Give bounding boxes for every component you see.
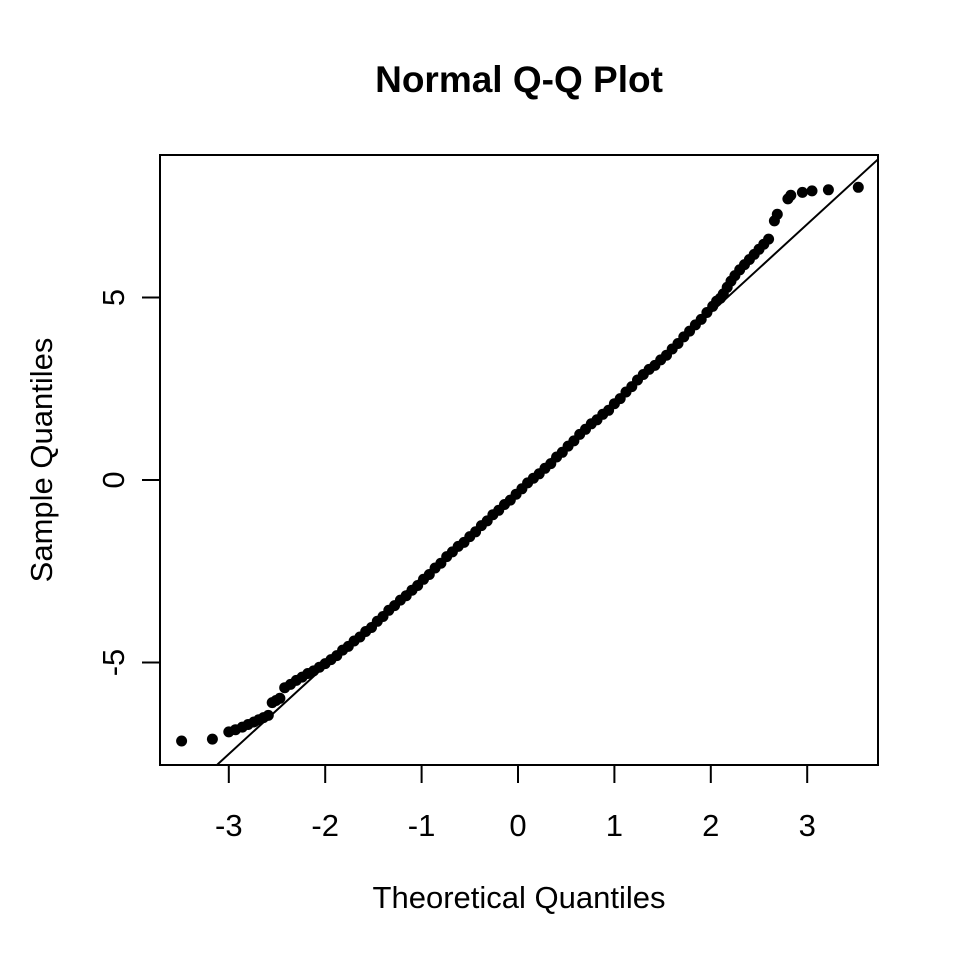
qq-point <box>796 186 808 198</box>
qq-point <box>852 181 864 193</box>
y-axis-tick-label: 5 <box>96 289 131 306</box>
y-axis-tick-label: 0 <box>96 471 131 488</box>
qq-point <box>206 733 218 745</box>
x-axis-tick-label: -2 <box>311 808 339 843</box>
qq-point <box>785 189 797 201</box>
qq-point <box>274 692 286 704</box>
x-axis-tick-label: 0 <box>509 808 526 843</box>
y-axis-tick-label: -5 <box>96 649 131 677</box>
chart-title: Normal Q-Q Plot <box>375 59 663 100</box>
x-axis-tick-label: 2 <box>702 808 719 843</box>
y-axis-title: Sample Quantiles <box>24 338 59 583</box>
qq-point <box>262 709 274 721</box>
qq-reference-line <box>216 158 879 766</box>
x-axis-tick-label: 1 <box>606 808 623 843</box>
qq-points-group <box>176 181 864 747</box>
x-axis-tick-label: -1 <box>408 808 436 843</box>
qq-point <box>806 185 818 197</box>
qq-point <box>176 735 188 747</box>
qq-point <box>763 233 775 245</box>
x-axis-title: Theoretical Quantiles <box>373 880 666 915</box>
qq-point <box>771 208 783 220</box>
x-axis-tick-label: -3 <box>215 808 243 843</box>
x-axis-tick-label: 3 <box>799 808 816 843</box>
qq-point <box>822 184 834 196</box>
